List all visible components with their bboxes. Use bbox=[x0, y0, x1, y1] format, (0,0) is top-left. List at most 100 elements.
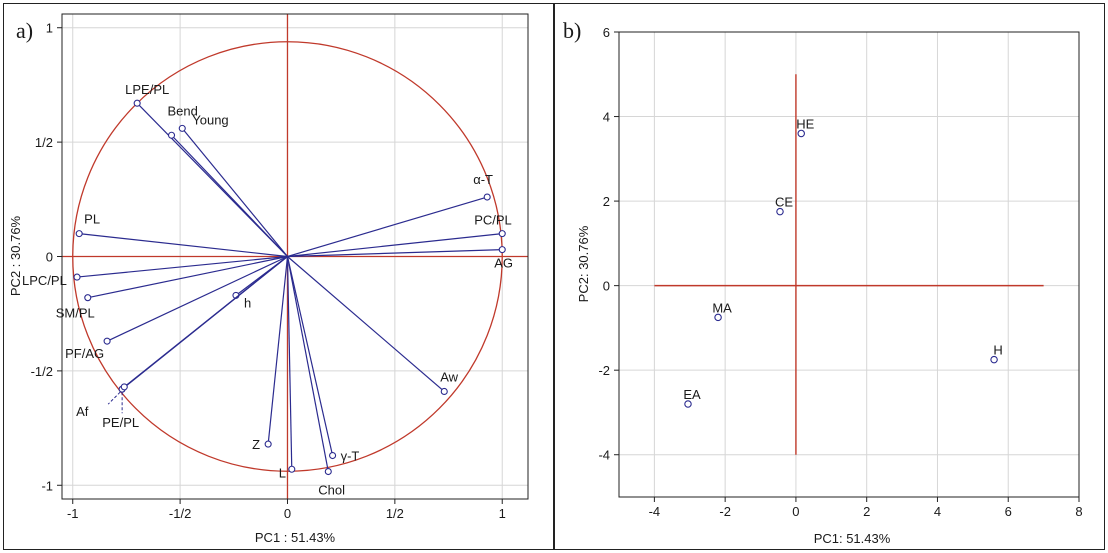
y-tick-label: 6 bbox=[603, 25, 610, 40]
vector-gamma-t bbox=[286, 256, 334, 456]
panel-a-y-axis-title: PC2 : 30.76% bbox=[8, 215, 23, 296]
panel-a-label: a) bbox=[16, 18, 33, 43]
x-tick-label: -2 bbox=[719, 504, 731, 519]
vector-tip-z bbox=[264, 440, 272, 448]
panel-a-frame bbox=[3, 3, 554, 550]
panel-b-y-ticks: -4 -2 0 2 4 6 bbox=[598, 25, 619, 463]
point-label-ce: CE bbox=[775, 195, 793, 210]
vector-bend bbox=[171, 134, 288, 257]
panel-b-grid bbox=[619, 31, 1080, 497]
y-tick-label: 1 bbox=[46, 21, 53, 36]
vector-tip-lpc-pl bbox=[73, 273, 81, 281]
vector-l bbox=[286, 256, 293, 470]
label-bend: Bend bbox=[168, 103, 198, 118]
y-tick-label: -1/2 bbox=[31, 364, 53, 379]
y-tick-label: 0 bbox=[603, 279, 610, 294]
x-tick-label: -1/2 bbox=[169, 506, 191, 521]
vector-alpha-t bbox=[287, 196, 488, 258]
vector-tip-lpe-pl bbox=[133, 99, 141, 107]
panel-b-plot-area bbox=[618, 31, 1080, 498]
label-pc-pl: PC/PL bbox=[474, 213, 512, 228]
label-alpha-t: α-T bbox=[473, 172, 493, 187]
point-ma bbox=[714, 313, 722, 322]
label-young: Young bbox=[192, 112, 228, 127]
label-pl: PL bbox=[84, 212, 100, 227]
label-af: Af bbox=[76, 404, 89, 419]
vector-aw bbox=[287, 256, 445, 392]
vector-tip-pf-ag bbox=[103, 337, 111, 345]
vector-tip-chol bbox=[324, 467, 332, 476]
panel-b: b) -4 -2 0 2 4 6 8 -4 -2 0 2 4 6 HE CE MA H EA PC1: 51.… bbox=[563, 18, 1083, 546]
vector-tip-gamma-t bbox=[329, 451, 337, 460]
loading-vectors bbox=[73, 99, 506, 476]
vector-tip-alpha-t bbox=[483, 193, 491, 201]
panel-a: a) -1 -1/2 0 1/2 1 11/20-1/2-1 LPE/PLBendYou… bbox=[8, 13, 529, 545]
label-h: h bbox=[244, 295, 251, 310]
vector-tip-sm-pl bbox=[84, 294, 92, 302]
vector-pe-pl bbox=[123, 256, 288, 388]
x-tick-label: 0 bbox=[792, 504, 799, 519]
leader-line-af-pe-pl bbox=[107, 391, 123, 414]
y-tick-label: 0 bbox=[46, 250, 53, 265]
panel-b-x-ticks: -4 -2 0 2 4 6 8 bbox=[649, 497, 1083, 519]
vector-tip-pe-pl bbox=[120, 383, 128, 391]
x-tick-label: -1 bbox=[67, 506, 79, 521]
label-pe-pl: PE/PL bbox=[102, 415, 139, 430]
y-tick-label: 2 bbox=[603, 194, 610, 209]
point-label-h: H bbox=[993, 343, 1002, 358]
x-tick-label: 8 bbox=[1075, 504, 1082, 519]
panel-b-y-axis-title: PC2: 30.76% bbox=[576, 225, 591, 302]
panel-a-x-axis-title: PC1 : 51.43% bbox=[255, 530, 336, 545]
point-ce bbox=[776, 207, 784, 216]
label-ag: AG bbox=[494, 256, 513, 271]
vector-pl bbox=[79, 233, 288, 258]
y-tick-label: -4 bbox=[598, 448, 610, 463]
point-h bbox=[990, 355, 998, 364]
label-lpc-pl: LPC/PL bbox=[22, 273, 67, 288]
label-aw: Aw bbox=[440, 369, 458, 384]
label-chol: Chol bbox=[318, 483, 345, 498]
x-tick-label: 0 bbox=[284, 506, 291, 521]
point-label-he: HE bbox=[796, 116, 814, 131]
panel-b-label: b) bbox=[563, 18, 581, 43]
point-label-ea: EA bbox=[683, 387, 701, 402]
panel-a-x-ticks: -1 -1/2 0 1/2 1 bbox=[67, 499, 506, 521]
y-tick-label: -1 bbox=[41, 478, 53, 493]
vector-pc-pl bbox=[287, 233, 503, 258]
vector-tip-bend bbox=[167, 131, 176, 139]
vector-lpc-pl bbox=[76, 255, 288, 278]
vector-tip-pc-pl bbox=[498, 230, 506, 238]
x-tick-label: 1/2 bbox=[386, 506, 404, 521]
vector-young bbox=[181, 128, 288, 257]
point-label-ma: MA bbox=[712, 300, 732, 315]
vector-tip-pl bbox=[75, 230, 83, 238]
sample-points: HE CE MA H EA bbox=[683, 116, 1003, 408]
y-tick-label: 4 bbox=[603, 110, 610, 125]
vector-tip-aw bbox=[440, 387, 448, 396]
y-tick-label: 1/2 bbox=[35, 135, 53, 150]
vector-tip-young bbox=[178, 124, 186, 132]
label-pf-ag: PF/AG bbox=[65, 346, 104, 361]
label-gamma-t: γ-T bbox=[341, 449, 360, 464]
vector-tip-ag bbox=[498, 246, 506, 254]
label-sm-pl: SM/PL bbox=[56, 306, 95, 321]
vector-pf-ag bbox=[106, 255, 288, 342]
x-tick-label: 4 bbox=[934, 504, 941, 519]
panel-b-x-axis-title: PC1: 51.43% bbox=[814, 531, 891, 546]
point-ea bbox=[684, 400, 692, 408]
y-tick-label: -2 bbox=[598, 363, 610, 378]
vector-ag bbox=[287, 249, 503, 258]
label-lpe-pl: LPE/PL bbox=[125, 82, 169, 97]
label-l: L bbox=[279, 465, 286, 480]
point-he bbox=[797, 129, 805, 138]
x-tick-label: 6 bbox=[1005, 504, 1012, 519]
panel-a-y-ticks: 1 1/2 0 -1/2 -1 bbox=[31, 21, 62, 493]
x-tick-label: -4 bbox=[649, 504, 661, 519]
vector-sm-pl bbox=[87, 255, 288, 299]
vector-z bbox=[267, 256, 289, 445]
vector-chol bbox=[286, 256, 329, 472]
panel-b-frame bbox=[554, 3, 1105, 550]
x-tick-label: 1 bbox=[499, 506, 506, 521]
